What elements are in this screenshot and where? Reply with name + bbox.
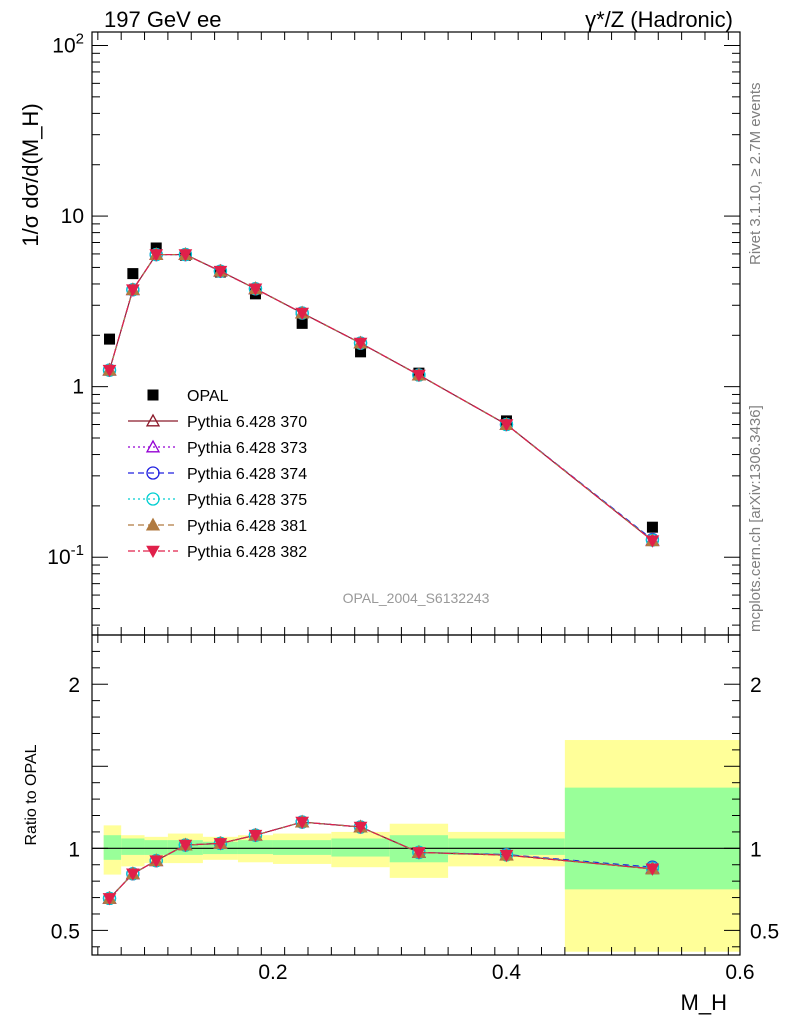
legend-label-4: Pythia 6.428 375 (187, 492, 307, 509)
analysis-id-annotation: OPAL_2004_S6132243 (343, 590, 490, 606)
main-series-0-point (127, 268, 139, 280)
band-inner (121, 838, 145, 855)
tick-labels: 10-1 1 10 102 0.5 0.5 1 1 2 2 0.2 0.4 0.6 (47, 31, 779, 984)
main-series-6-point (412, 369, 426, 383)
ratio-series-5-point (412, 847, 426, 860)
legend-marker-0 (147, 389, 159, 401)
ratio-y-tick-label-right: 1 (750, 838, 762, 861)
ratio-series-5-point (178, 839, 193, 853)
ratio-series-5-point (499, 849, 514, 863)
main-series-6-point (149, 249, 164, 262)
main-series-6-point (126, 284, 140, 297)
legend: OPAL Pythia 6.428 370 Pythia 6.428 373 Pyth… (128, 388, 307, 561)
axes-frames (91, 31, 741, 956)
main-y-tick-label: 102 (52, 31, 84, 58)
band-inner (103, 835, 122, 860)
ratio-uncertainty-bands (103, 740, 740, 952)
main-series-6 (102, 249, 660, 548)
ratio-y-tick-label-left: 2 (68, 674, 80, 697)
ratio-series-5 (102, 816, 660, 906)
main-series-6-point (213, 265, 228, 279)
legend-marker-2 (145, 439, 161, 453)
main-series-6-point (102, 364, 117, 378)
legend-entry-6: Pythia 6.428 382 (128, 544, 307, 561)
ratio-series-5-point (213, 838, 228, 851)
band-inner (448, 838, 565, 855)
ratio-y-tick-label-right: 2 (750, 674, 762, 697)
main-series-0-point (646, 521, 658, 533)
main-y-tick-label: 10-1 (47, 542, 84, 569)
ratio-panel-series (102, 814, 660, 906)
legend-marker-5 (145, 517, 161, 531)
x-tick-label: 0.4 (492, 961, 522, 984)
ratio-series-5-point (126, 868, 140, 881)
main-series-0-point (296, 317, 308, 329)
ratio-y-tick-label-left: 0.5 (51, 920, 80, 943)
ratio-series-5-point (295, 816, 310, 830)
ratio-series-5-point (248, 829, 263, 843)
legend-entry-1: Pythia 6.428 370 (128, 413, 307, 431)
ratio-series-5-line (109, 821, 653, 899)
main-series-6-point (295, 307, 310, 321)
legend-label-0: OPAL (187, 388, 229, 405)
main-series-6-line (108, 253, 653, 542)
legend-label-6: Pythia 6.428 382 (187, 544, 307, 561)
band-inner (237, 840, 273, 855)
ratio-series-5-point (353, 821, 368, 835)
main-panel-series (102, 242, 660, 548)
rivet-version-label: Rivet 3.1.10, ≥ 2.7M events (747, 83, 764, 266)
band-inner (144, 840, 168, 855)
x-axis-label: M_H (681, 990, 727, 1015)
main-series-6-point (178, 249, 193, 262)
header-left-title: 197 GeV ee (104, 7, 221, 32)
legend-label-5: Pythia 6.428 381 (187, 518, 307, 535)
x-tick-label: 0.6 (725, 961, 754, 984)
legend-entry-3: Pythia 6.428 374 (128, 466, 307, 483)
legend-entry-0: OPAL (147, 388, 229, 405)
main-series-6-point (353, 337, 368, 351)
ratio-panel-frame (91, 634, 741, 956)
legend-entry-2: Pythia 6.428 373 (128, 439, 307, 457)
ratio-series-5-point (149, 855, 164, 868)
main-series-6-point (499, 419, 514, 432)
main-series-6-point (645, 535, 660, 548)
ratio-y-tick-label-right: 0.5 (750, 920, 779, 943)
mcplots-credit-label: mcplots.cern.ch [arXiv:1306.3436] (747, 405, 764, 632)
legend-label-2: Pythia 6.428 373 (187, 440, 307, 457)
ratio-y-axis-label: Ratio to OPAL (23, 744, 40, 845)
main-y-axis-label: 1/σ dσ/d(M_H) (18, 103, 43, 246)
legend-label-3: Pythia 6.428 374 (187, 466, 307, 483)
main-series-0-point (104, 333, 116, 345)
ratio-series-5-point (102, 893, 117, 906)
band-inner (272, 840, 332, 855)
main-y-tick-label: 1 (72, 376, 84, 399)
legend-marker-3 (146, 466, 160, 480)
legend-marker-6 (146, 545, 160, 559)
ratio-series-5-point (645, 863, 660, 876)
main-series-0-point (355, 346, 367, 358)
main-y-tick-label: 10 (61, 205, 84, 228)
band-inner (331, 838, 390, 857)
x-tick-label: 0.2 (258, 961, 287, 984)
ratio-y-tick-label-left: 1 (68, 838, 80, 861)
legend-marker-4 (146, 492, 160, 506)
legend-marker-1 (145, 413, 161, 427)
legend-label-1: Pythia 6.428 370 (187, 414, 307, 431)
main-series-6-point (248, 283, 263, 296)
header-right-title: γ*/Z (Hadronic) (585, 7, 733, 32)
legend-entry-5: Pythia 6.428 381 (128, 517, 307, 535)
legend-entry-4: Pythia 6.428 375 (128, 492, 307, 509)
